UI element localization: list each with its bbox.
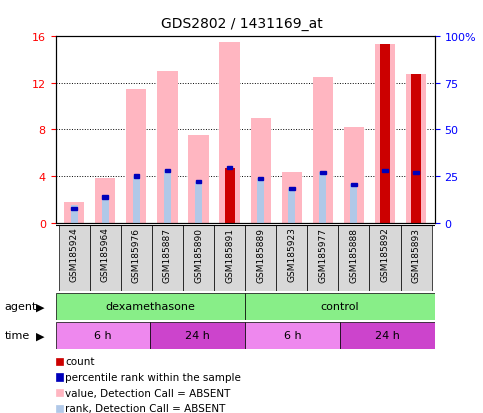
Bar <box>406 74 426 223</box>
Bar <box>350 185 357 223</box>
Bar <box>196 181 201 184</box>
Bar <box>413 171 419 175</box>
Text: GSM185976: GSM185976 <box>132 227 141 282</box>
Text: count: count <box>65 356 95 366</box>
Text: 6 h: 6 h <box>94 330 112 341</box>
Text: 6 h: 6 h <box>284 330 301 341</box>
FancyBboxPatch shape <box>58 225 90 291</box>
Bar <box>382 171 388 223</box>
Text: GSM185893: GSM185893 <box>412 227 421 282</box>
Bar <box>71 206 78 223</box>
Bar <box>95 179 115 223</box>
FancyBboxPatch shape <box>150 322 245 349</box>
FancyBboxPatch shape <box>245 322 340 349</box>
Bar <box>382 169 388 172</box>
Text: ▶: ▶ <box>36 301 45 312</box>
FancyBboxPatch shape <box>369 225 400 291</box>
Text: control: control <box>321 301 359 312</box>
Bar <box>380 45 390 223</box>
Text: ▶: ▶ <box>36 330 45 341</box>
FancyBboxPatch shape <box>121 225 152 291</box>
FancyBboxPatch shape <box>245 225 276 291</box>
FancyBboxPatch shape <box>307 225 339 291</box>
Bar <box>165 169 170 172</box>
FancyBboxPatch shape <box>152 225 183 291</box>
Bar <box>351 183 356 186</box>
Bar <box>71 207 77 211</box>
Bar <box>133 177 140 223</box>
FancyBboxPatch shape <box>276 225 307 291</box>
Text: GSM185892: GSM185892 <box>381 227 389 282</box>
FancyBboxPatch shape <box>56 322 150 349</box>
Text: GSM185964: GSM185964 <box>101 227 110 282</box>
FancyBboxPatch shape <box>90 225 121 291</box>
FancyBboxPatch shape <box>340 322 435 349</box>
Bar <box>289 188 295 191</box>
Text: GSM185887: GSM185887 <box>163 227 172 282</box>
Text: GSM185977: GSM185977 <box>318 227 327 282</box>
Text: GSM185888: GSM185888 <box>349 227 358 282</box>
Bar <box>219 43 240 223</box>
Bar <box>188 136 209 223</box>
Bar <box>411 74 421 223</box>
FancyBboxPatch shape <box>214 225 245 291</box>
Text: time: time <box>5 330 30 341</box>
FancyBboxPatch shape <box>245 293 435 320</box>
Bar <box>225 169 235 223</box>
Text: GDS2802 / 1431169_at: GDS2802 / 1431169_at <box>161 17 322 31</box>
Bar <box>320 171 326 175</box>
Text: GSM185890: GSM185890 <box>194 227 203 282</box>
FancyBboxPatch shape <box>339 225 369 291</box>
Bar <box>157 72 178 223</box>
Bar <box>164 171 171 223</box>
Bar <box>344 128 364 223</box>
Text: dexamethasone: dexamethasone <box>105 301 195 312</box>
Text: percentile rank within the sample: percentile rank within the sample <box>65 372 241 382</box>
Text: GSM185889: GSM185889 <box>256 227 265 282</box>
Text: 24 h: 24 h <box>185 330 210 341</box>
Bar <box>227 167 232 170</box>
Text: value, Detection Call = ABSENT: value, Detection Call = ABSENT <box>65 388 230 398</box>
Text: GSM185923: GSM185923 <box>287 227 296 282</box>
Bar <box>102 196 109 223</box>
Bar <box>282 173 302 223</box>
Bar <box>226 169 233 223</box>
Bar <box>134 175 139 178</box>
FancyBboxPatch shape <box>56 293 245 320</box>
Bar <box>251 119 271 223</box>
Bar <box>319 173 327 223</box>
Bar <box>412 173 420 223</box>
Text: GSM185891: GSM185891 <box>225 227 234 282</box>
Bar <box>195 183 202 223</box>
Bar <box>102 196 108 199</box>
Text: agent: agent <box>5 301 37 312</box>
Text: 24 h: 24 h <box>375 330 400 341</box>
Bar <box>64 202 85 223</box>
Bar <box>375 45 395 223</box>
Text: rank, Detection Call = ABSENT: rank, Detection Call = ABSENT <box>65 404 226 413</box>
Bar <box>313 78 333 223</box>
Bar <box>258 177 263 180</box>
FancyBboxPatch shape <box>400 225 432 291</box>
Bar <box>257 179 264 223</box>
Bar <box>288 189 295 223</box>
FancyBboxPatch shape <box>183 225 214 291</box>
Bar <box>126 90 146 223</box>
Text: GSM185924: GSM185924 <box>70 227 79 282</box>
